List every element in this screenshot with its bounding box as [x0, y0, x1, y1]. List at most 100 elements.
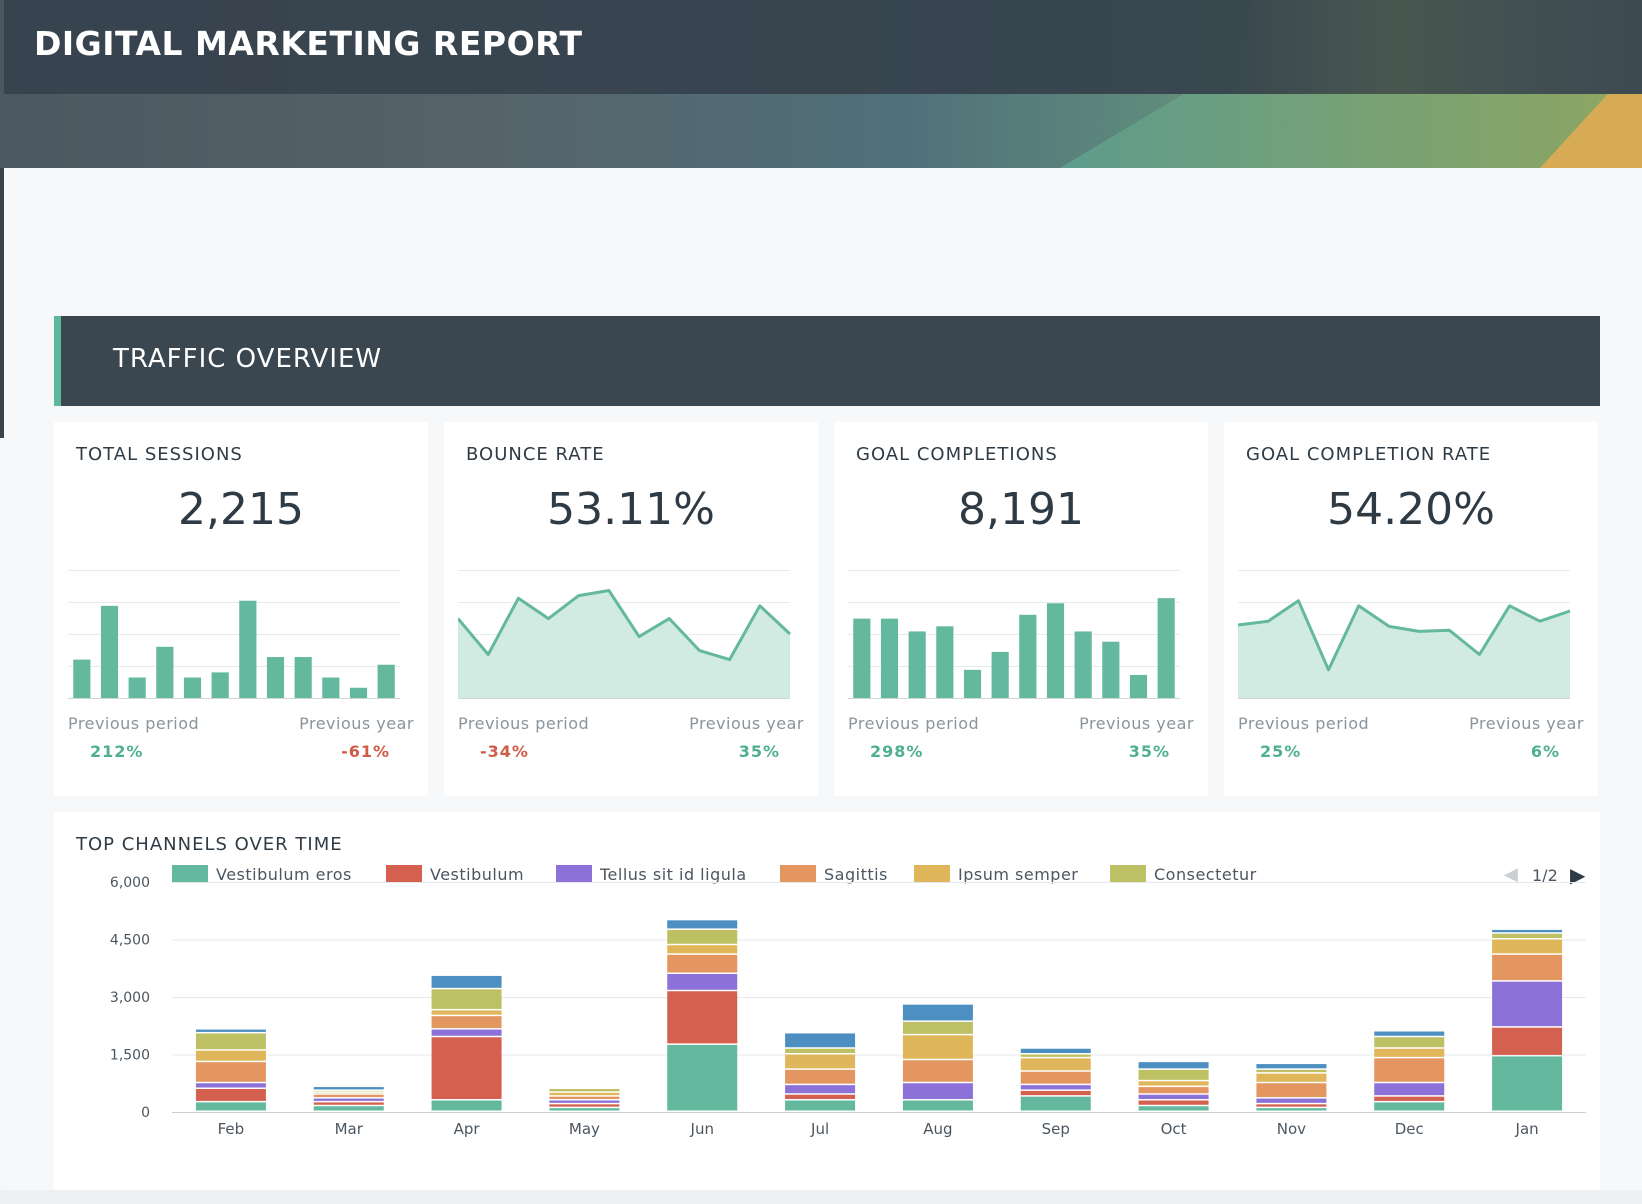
bar-segment[interactable]: [195, 1033, 266, 1050]
bar-segment[interactable]: [1374, 1031, 1445, 1036]
bar-segment[interactable]: [1256, 1098, 1327, 1103]
legend-label: Sagittis: [824, 865, 888, 884]
bar-segment[interactable]: [1020, 1048, 1091, 1053]
bar-segment[interactable]: [1492, 954, 1563, 981]
bar-segment[interactable]: [785, 1085, 856, 1094]
bar-segment[interactable]: [1374, 1048, 1445, 1057]
bar-segment[interactable]: [431, 1016, 502, 1029]
bar-segment[interactable]: [1374, 1058, 1445, 1082]
bar-segment[interactable]: [785, 1054, 856, 1069]
bar-segment[interactable]: [1138, 1094, 1209, 1099]
triangle-right-icon[interactable]: ▶: [1570, 863, 1586, 887]
bar-segment[interactable]: [1492, 981, 1563, 1027]
bar-segment[interactable]: [785, 1069, 856, 1084]
bar-segment[interactable]: [549, 1108, 620, 1111]
bar-segment[interactable]: [667, 920, 738, 929]
bar-segment[interactable]: [313, 1106, 384, 1111]
kpi-value: 2,215: [178, 484, 304, 535]
bar-segment[interactable]: [431, 1037, 502, 1099]
bar-segment[interactable]: [902, 1035, 973, 1059]
title-bar-shade: [1230, 0, 1642, 94]
bar-segment[interactable]: [313, 1098, 384, 1101]
bar-segment[interactable]: [313, 1094, 384, 1098]
bar-segment[interactable]: [1256, 1104, 1327, 1107]
bar-segment[interactable]: [431, 975, 502, 988]
bar-segment[interactable]: [431, 989, 502, 1009]
bar-segment[interactable]: [431, 1100, 502, 1111]
sparkline-bar: [908, 631, 926, 698]
bar-segment[interactable]: [431, 1029, 502, 1036]
bar-segment[interactable]: [431, 1010, 502, 1015]
bar-segment[interactable]: [902, 1004, 973, 1021]
bar-segment[interactable]: [1374, 1096, 1445, 1101]
bar-segment[interactable]: [549, 1089, 620, 1092]
bar-segment[interactable]: [313, 1087, 384, 1090]
bar-segment[interactable]: [1020, 1090, 1091, 1096]
bar-segment[interactable]: [1020, 1054, 1091, 1057]
bar-segment[interactable]: [195, 1089, 266, 1101]
bar-segment[interactable]: [1492, 1027, 1563, 1055]
bar-segment[interactable]: [195, 1102, 266, 1111]
bar-segment[interactable]: [1138, 1069, 1209, 1080]
bar-segment[interactable]: [785, 1094, 856, 1099]
legend-label: Vestibulum eros: [216, 865, 352, 884]
bar-segment[interactable]: [195, 1062, 266, 1082]
sparkline-bar: [991, 651, 1009, 698]
bar-segment[interactable]: [1256, 1064, 1327, 1069]
bar-segment[interactable]: [667, 1044, 738, 1111]
bar-segment[interactable]: [1020, 1071, 1091, 1084]
bar-segment[interactable]: [1374, 1102, 1445, 1111]
bar-segment[interactable]: [1020, 1058, 1091, 1071]
kpi-sparkline: [1238, 570, 1571, 699]
bar-segment[interactable]: [1138, 1100, 1209, 1105]
x-tick-label: Jul: [810, 1120, 829, 1138]
sparkline-bar: [183, 677, 202, 698]
bar-segment[interactable]: [785, 1100, 856, 1111]
bar-segment[interactable]: [1256, 1073, 1327, 1082]
bar-segment[interactable]: [195, 1050, 266, 1061]
bar-segment[interactable]: [902, 1060, 973, 1082]
sparkline-bar: [239, 600, 257, 698]
bar-segment[interactable]: [1138, 1106, 1209, 1111]
bar-segment[interactable]: [1492, 933, 1563, 938]
bar-segment[interactable]: [1492, 1056, 1563, 1111]
bar-segment[interactable]: [785, 1033, 856, 1048]
bar-segment[interactable]: [1020, 1085, 1091, 1090]
bar-segment[interactable]: [549, 1104, 620, 1107]
x-tick-label: Dec: [1395, 1120, 1424, 1138]
bar-segment[interactable]: [1374, 1037, 1445, 1048]
previous-period-label: Previous period: [68, 714, 200, 733]
previous-period-change: 298%: [870, 742, 924, 761]
bar-segment[interactable]: [1492, 939, 1563, 954]
bar-segment[interactable]: [902, 1083, 973, 1099]
bar-segment[interactable]: [1256, 1108, 1327, 1111]
bar-segment[interactable]: [667, 929, 738, 944]
bar-segment[interactable]: [195, 1083, 266, 1088]
bar-segment[interactable]: [549, 1100, 620, 1103]
bar-segment[interactable]: [785, 1048, 856, 1053]
bar-segment[interactable]: [549, 1092, 620, 1096]
bar-segment[interactable]: [195, 1029, 266, 1032]
bar-segment[interactable]: [1256, 1069, 1327, 1073]
bar-segment[interactable]: [1138, 1081, 1209, 1086]
bar-segment[interactable]: [1374, 1083, 1445, 1096]
kpi-title: GOAL COMPLETION RATE: [1246, 444, 1492, 465]
bar-segment[interactable]: [1138, 1062, 1209, 1069]
bar-segment[interactable]: [1492, 929, 1563, 933]
section-title: TRAFFIC OVERVIEW: [113, 344, 383, 374]
bar-segment[interactable]: [902, 1100, 973, 1111]
bar-segment[interactable]: [902, 1021, 973, 1034]
sparkline-line: [1238, 599, 1571, 672]
bar-segment[interactable]: [313, 1102, 384, 1105]
bar-segment[interactable]: [1020, 1096, 1091, 1111]
bar-segment[interactable]: [667, 954, 738, 973]
bar-segment[interactable]: [549, 1096, 620, 1099]
bar-segment[interactable]: [667, 945, 738, 954]
bar-segment[interactable]: [667, 991, 738, 1044]
sparkline-area: [458, 590, 790, 698]
triangle-left-icon[interactable]: ◀: [1504, 864, 1518, 885]
section-header-traffic-overview: TRAFFIC OVERVIEW: [54, 316, 1600, 406]
bar-segment[interactable]: [1138, 1087, 1209, 1094]
bar-segment[interactable]: [1256, 1083, 1327, 1098]
bar-segment[interactable]: [667, 974, 738, 990]
